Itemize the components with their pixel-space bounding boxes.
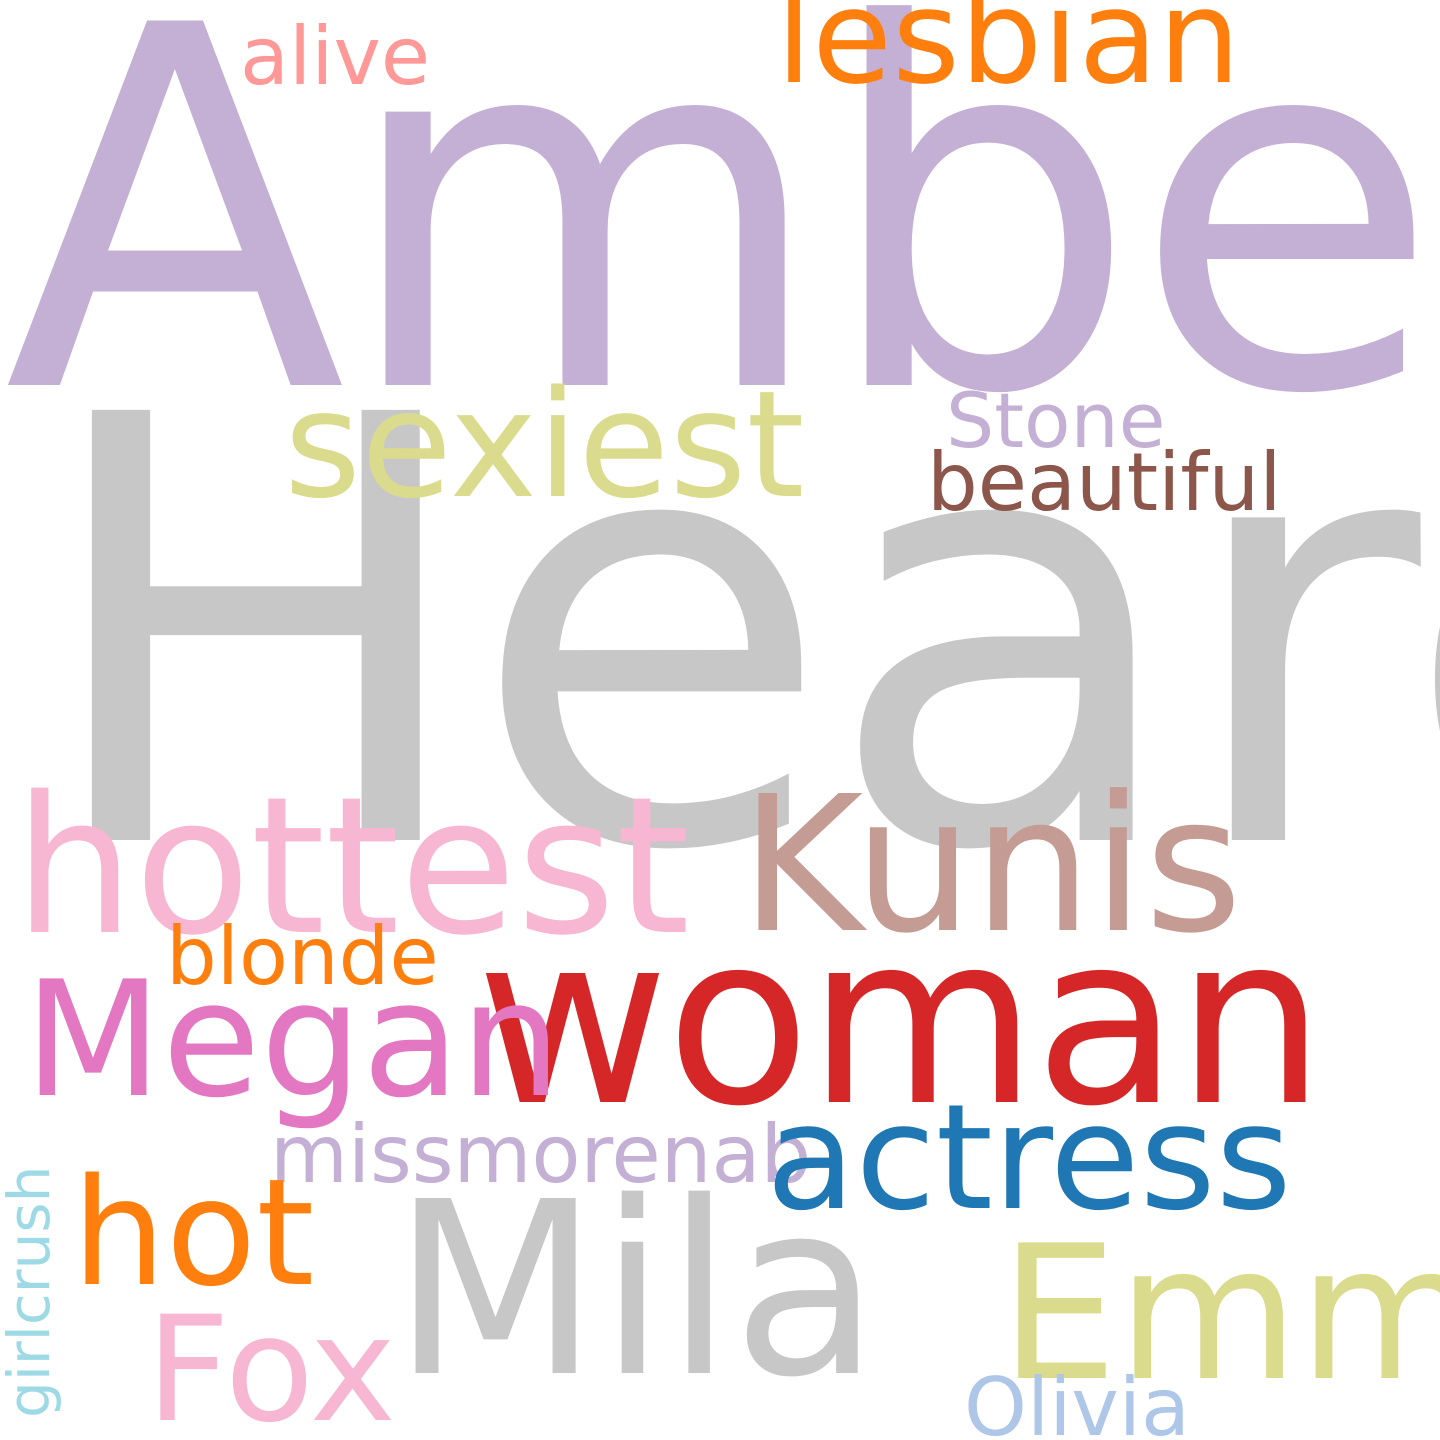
word-lesbian: lesbian (776, 0, 1241, 113)
word-mila: Mila (392, 1150, 880, 1430)
word-hottest: hottest (14, 756, 691, 977)
word-blonde: blonde (166, 910, 439, 1003)
word-sexiest: sexiest (284, 359, 805, 531)
word-heard: Heard (34, 293, 1440, 980)
word-fox: Fox (146, 1285, 397, 1440)
word-beautiful: beautiful (927, 436, 1282, 529)
word-amber: Amber (4, 0, 1440, 503)
word-megan: Megan (24, 946, 562, 1133)
word-girlcrush: girlcrush (0, 1165, 63, 1418)
word-alive: alive (240, 10, 431, 103)
word-emma: Emma (1000, 1205, 1440, 1422)
word-hot: hot (72, 1147, 315, 1319)
word-missmorenab: missmorenab (270, 1108, 812, 1201)
word-kunis: Kunis (740, 756, 1243, 975)
word-woman: woman (476, 883, 1325, 1158)
word-actress: actress (766, 1073, 1292, 1243)
word-stone: Stone (946, 376, 1166, 465)
word-olivia: Olivia (964, 1361, 1191, 1440)
